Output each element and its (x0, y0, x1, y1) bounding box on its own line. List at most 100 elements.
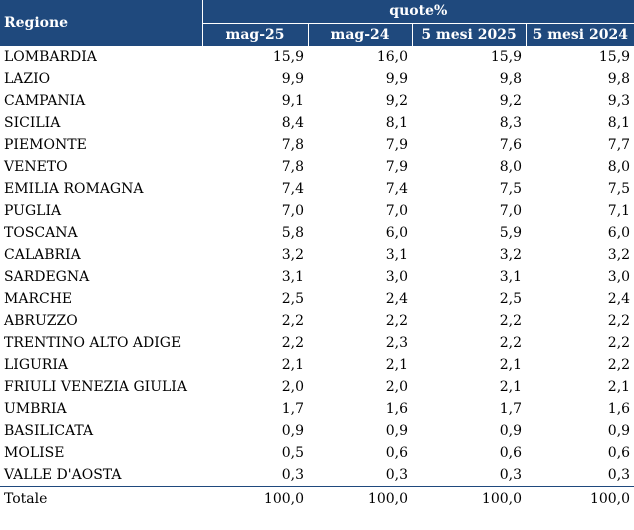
table-row: TRENTINO ALTO ADIGE 2,2 2,3 2,2 2,2 (0, 332, 634, 354)
share-value: 15,9 (490, 49, 522, 65)
share-value: 3,1 (281, 269, 304, 285)
region-name: PUGLIA (4, 203, 62, 219)
region-name: FRIULI VENEZIA GIULIA (4, 379, 187, 395)
share-value: 2,2 (281, 335, 304, 351)
share-value: 8,1 (385, 115, 408, 131)
share-value: 2,2 (281, 313, 304, 329)
region-name: EMILIA ROMAGNA (4, 181, 144, 197)
region-name: LOMBARDIA (4, 49, 97, 65)
share-value: 9,2 (385, 93, 408, 109)
share-value: 5,9 (499, 225, 522, 241)
share-value: 8,0 (607, 159, 631, 175)
share-value: 7,0 (385, 203, 408, 219)
share-value: 7,0 (281, 203, 304, 219)
share-value: 2,4 (607, 291, 631, 307)
share-value: 2,0 (281, 379, 304, 395)
share-value: 2,2 (499, 313, 522, 329)
share-value: 8,3 (499, 115, 522, 131)
share-value: 0,3 (499, 467, 522, 483)
share-value: 7,1 (607, 203, 631, 219)
table-row: PUGLIA 7,0 7,0 7,0 7,1 (0, 200, 634, 222)
total-value: 100,0 (202, 486, 308, 510)
region-name: PIEMONTE (4, 137, 87, 153)
share-value: 16,0 (376, 49, 408, 65)
share-value: 0,9 (607, 423, 631, 439)
region-name: CAMPANIA (4, 93, 86, 109)
share-value: 7,8 (281, 137, 304, 153)
region-share-table-container: Regione quote% mag-25 mag-24 5 mesi 2025… (0, 0, 634, 510)
share-value: 9,8 (607, 71, 631, 87)
share-value: 9,2 (499, 93, 522, 109)
share-value: 0,3 (607, 467, 631, 483)
share-value: 1,7 (281, 401, 304, 417)
share-value: 2,5 (281, 291, 304, 307)
region-name: TRENTINO ALTO ADIGE (4, 335, 182, 351)
total-value: 100,0 (308, 486, 412, 510)
region-name: LAZIO (4, 71, 51, 87)
table-row: VALLE D'AOSTA 0,3 0,3 0,3 0,3 (0, 464, 634, 487)
total-row: Totale 100,0 100,0 100,0 100,0 (0, 486, 634, 510)
share-value: 7,4 (281, 181, 304, 197)
region-share-table: Regione quote% mag-25 mag-24 5 mesi 2025… (0, 0, 634, 510)
share-value: 2,5 (499, 291, 522, 307)
share-value: 7,8 (281, 159, 304, 175)
share-value: 8,4 (281, 115, 304, 131)
region-name: MOLISE (4, 445, 65, 461)
share-value: 6,0 (607, 225, 631, 241)
column-header-mag-25: mag-25 (202, 23, 308, 46)
share-value: 2,2 (607, 357, 631, 373)
total-value: 100,0 (412, 486, 526, 510)
share-value: 0,5 (281, 445, 304, 461)
share-value: 2,1 (281, 357, 304, 373)
table-row: LOMBARDIA 15,9 16,0 15,9 15,9 (0, 46, 634, 68)
share-value: 15,9 (598, 49, 631, 65)
region-name: SARDEGNA (4, 269, 90, 285)
share-value: 0,9 (499, 423, 522, 439)
share-value: 2,0 (385, 379, 408, 395)
table-row: SARDEGNA 3,1 3,0 3,1 3,0 (0, 266, 634, 288)
share-value: 8,0 (499, 159, 522, 175)
share-value: 2,1 (499, 379, 522, 395)
table-row: EMILIA ROMAGNA 7,4 7,4 7,5 7,5 (0, 178, 634, 200)
table-row: BASILICATA 0,9 0,9 0,9 0,9 (0, 420, 634, 442)
share-value: 2,1 (385, 357, 408, 373)
share-value: 7,7 (607, 137, 631, 153)
share-value: 9,3 (607, 93, 631, 109)
share-value: 15,9 (272, 49, 304, 65)
share-value: 7,5 (607, 181, 631, 197)
share-value: 0,9 (385, 423, 408, 439)
region-name: SICILIA (4, 115, 61, 131)
share-value: 7,4 (385, 181, 408, 197)
share-value: 3,2 (607, 247, 631, 263)
table-row: CAMPANIA 9,1 9,2 9,2 9,3 (0, 90, 634, 112)
share-value: 0,6 (607, 445, 631, 461)
region-name: UMBRIA (4, 401, 67, 417)
region-name: ABRUZZO (4, 313, 78, 329)
share-value: 2,1 (499, 357, 522, 373)
total-label: Totale (0, 486, 202, 510)
share-value: 9,9 (385, 71, 408, 87)
column-header-5-mesi-2024: 5 mesi 2024 (525, 23, 634, 46)
share-value: 9,9 (281, 71, 304, 87)
table-row: MARCHE 2,5 2,4 2,5 2,4 (0, 288, 634, 310)
column-header-5-mesi-2025: 5 mesi 2025 (411, 23, 526, 46)
table-row: SICILIA 8,4 8,1 8,3 8,1 (0, 112, 634, 134)
share-value: 0,6 (385, 445, 408, 461)
share-value: 7,0 (499, 203, 522, 219)
share-value: 2,4 (385, 291, 408, 307)
share-value: 7,5 (499, 181, 522, 197)
share-value: 2,3 (385, 335, 408, 351)
share-value: 1,6 (607, 401, 631, 417)
share-value: 1,7 (499, 401, 522, 417)
share-value: 3,1 (385, 247, 408, 263)
share-value: 2,1 (607, 379, 631, 395)
table-row: LAZIO 9,9 9,9 9,8 9,8 (0, 68, 634, 90)
table-row: VENETO 7,8 7,9 8,0 8,0 (0, 156, 634, 178)
region-name: VENETO (4, 159, 68, 175)
table-row: ABRUZZO 2,2 2,2 2,2 2,2 (0, 310, 634, 332)
share-value: 2,2 (607, 313, 631, 329)
share-value: 3,0 (385, 269, 408, 285)
share-value: 7,6 (499, 137, 522, 153)
table-header: Regione quote% mag-25 mag-24 5 mesi 2025… (0, 0, 634, 46)
share-value: 9,8 (499, 71, 522, 87)
